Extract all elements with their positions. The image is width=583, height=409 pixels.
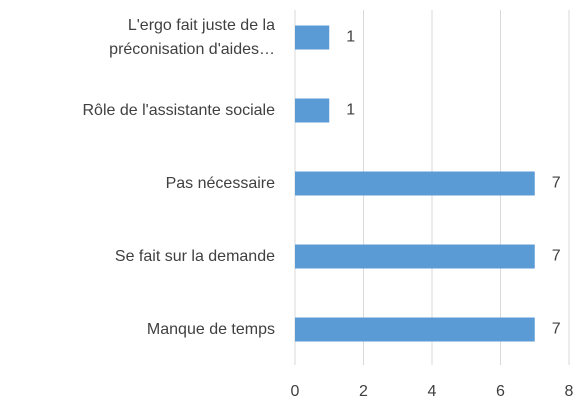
data-label: 7 (552, 175, 561, 192)
data-label: 7 (552, 248, 561, 265)
data-label: 1 (346, 102, 355, 119)
category-label: Rôle de l'assistante sociale (82, 101, 276, 119)
bar (295, 171, 535, 196)
x-tick-label: 4 (428, 383, 437, 400)
x-tick-label: 8 (565, 383, 574, 400)
category-label: L'ergo fait juste de la préconisation d'… (109, 16, 275, 58)
category-label: Pas nécessaire (165, 174, 275, 192)
bar (295, 25, 330, 50)
x-tick-label: 0 (291, 383, 300, 400)
data-label: 1 (346, 29, 355, 46)
bar (295, 98, 330, 123)
category-label: Manque de temps (146, 320, 275, 338)
x-tick-label: 6 (496, 383, 505, 400)
bar (295, 244, 535, 269)
category-label: Se fait sur la demande (114, 247, 275, 265)
bar (295, 317, 535, 342)
x-tick-label: 2 (359, 383, 368, 400)
data-label: 7 (552, 321, 561, 338)
